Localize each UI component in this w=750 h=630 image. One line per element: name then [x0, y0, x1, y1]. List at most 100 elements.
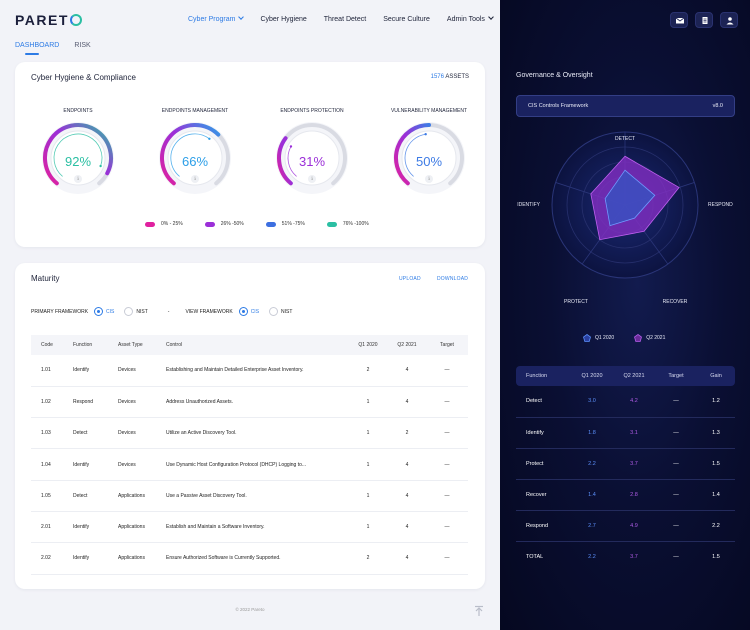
table-row[interactable]: 1.02 Respond Devices Address Unauthorized A…	[31, 386, 468, 419]
table-row[interactable]: 2.01 Identify Applications Establish and Ma…	[31, 511, 468, 544]
view-nist-radio[interactable]	[269, 307, 279, 316]
table-row[interactable]: Respond 2.7 4.9—2.2	[516, 510, 735, 542]
table-row[interactable]: Identify 1.8 3.1—1.3	[516, 417, 735, 449]
info-icon[interactable]: i	[74, 175, 82, 183]
framework-version: v8.0	[712, 103, 723, 109]
pentagon-icon	[583, 334, 591, 342]
primary-cis-radio[interactable]	[94, 307, 104, 316]
legend-q2-label: Q2 2021	[646, 335, 666, 341]
table-cell: Identify	[63, 355, 108, 387]
table-header-row: Function Q1 2020 Q2 2021 Target Gain	[516, 366, 735, 386]
table-row[interactable]: TOTAL 2.2 3.7 — 1.5	[516, 541, 735, 572]
maturity-table: Code Function Asset Type Control Q1 2020…	[31, 335, 468, 575]
gauge-label: VULNERABILITY MANAGEMENT	[390, 108, 468, 114]
top-navigation: PARET Cyber Program Cyber Hygiene Threat…	[0, 0, 500, 40]
table-cell: —	[655, 386, 697, 418]
table-row[interactable]: Recover 1.4 2.8—1.4	[516, 479, 735, 511]
table-cell: Identify	[63, 448, 108, 481]
nav-secure-culture[interactable]: Secure Culture	[383, 16, 430, 23]
view-cis-label: CIS	[250, 308, 260, 315]
radar-chart: DETECT RESPOND RECOVER PROTECT IDENTIFY	[517, 131, 733, 305]
table-cell: —	[426, 386, 468, 419]
table-row[interactable]: Protect 2.2 3.7—1.5	[516, 448, 735, 480]
table-cell: 2.7	[571, 510, 613, 542]
info-icon[interactable]: i	[308, 175, 316, 183]
table-cell: Use a Passive Asset Discovery Tool.	[156, 480, 348, 512]
table-cell: Identify	[63, 542, 108, 575]
nav-threat-detect[interactable]: Threat Detect	[323, 16, 367, 23]
table-cell: Identify	[516, 417, 571, 449]
logo[interactable]: PARET	[15, 12, 82, 28]
table-row[interactable]: 1.01 Identify Devices Establishing and Main…	[31, 355, 468, 387]
gauge-progress-arc	[43, 123, 113, 186]
table-cell: 1.03	[31, 417, 63, 450]
nav-admin-tools[interactable]: Admin Tools	[447, 14, 494, 23]
table-cell: Devices	[108, 448, 156, 481]
gauge-inner-disc	[284, 130, 340, 186]
gauge-progress-arc	[277, 136, 293, 186]
gauge-value: 66%	[181, 154, 209, 169]
axis-label-respond: RESPOND	[708, 202, 733, 208]
table-cell: 4.9	[613, 510, 655, 542]
document-button[interactable]	[695, 12, 713, 28]
table-cell: 3.1	[613, 417, 655, 449]
download-button[interactable]: DOWNLOAD	[437, 276, 469, 282]
table-row[interactable]: Detect 3.0 4.2—1.2	[516, 386, 735, 418]
view-cis-radio[interactable]	[238, 307, 248, 316]
primary-nist-radio[interactable]	[124, 307, 134, 316]
table-cell: 1.5	[712, 553, 720, 560]
nav-cyber-program[interactable]: Cyber Program	[188, 14, 245, 23]
info-icon[interactable]: i	[425, 175, 433, 183]
mail-button[interactable]	[670, 12, 688, 28]
legend-swatch	[204, 221, 215, 227]
nav-cyber-hygiene[interactable]: Cyber Hygiene	[260, 16, 307, 23]
legend-item: 0% - 25%	[145, 221, 183, 227]
gauge-value: 31%	[298, 154, 326, 169]
gauge-ring	[276, 122, 348, 194]
table-row[interactable]: 2.02 Identify Applications Ensure Authorize…	[31, 542, 468, 575]
gauge-ring	[393, 122, 465, 194]
axis-label-protect: PROTECT	[564, 299, 588, 305]
radar-legend: Q1 2020 Q2 2021	[583, 334, 665, 342]
table-cell: 4	[388, 480, 426, 512]
table-cell: 1.4	[697, 479, 735, 511]
framework-selector: PRIMARY FRAMEWORK CIS NIST - VIEW FRAMEW…	[31, 307, 292, 316]
gauge-inner-arc	[404, 133, 426, 177]
table-row[interactable]: 1.04 Identify Devices Use Dynamic Host Conf…	[31, 448, 468, 481]
chevron-down-icon	[488, 14, 494, 20]
table-cell: 3.0	[571, 386, 613, 418]
upload-button[interactable]: UPLOAD	[399, 276, 421, 282]
table-cell: Address Unauthorized Assets.	[156, 386, 348, 419]
table-cell: Establishing and Maintain Detailed Enter…	[156, 355, 348, 387]
table-cell: 2	[348, 355, 388, 387]
info-icon[interactable]: i	[191, 175, 199, 183]
legend-swatch	[326, 221, 337, 227]
user-icon	[726, 17, 734, 25]
view-nist-label: NIST	[281, 308, 293, 315]
logo-o-ring	[69, 14, 82, 26]
gauge-label: ENDPOINTS MANAGEMENT	[161, 108, 229, 114]
table-row[interactable]: 1.03 Detect Devices Utilize an Active Disco…	[31, 417, 468, 450]
pentagon-icon	[634, 334, 643, 342]
user-button[interactable]	[720, 12, 738, 28]
framework-selector-box[interactable]: CIS Controls Framework v8.0	[516, 95, 735, 117]
gauge-label: ENDPOINTS	[63, 108, 93, 114]
col-code: Code	[31, 335, 63, 355]
cyber-hygiene-card: Cyber Hygiene & Compliance 1576 ASSETS E…	[15, 62, 485, 247]
legend-swatch	[145, 221, 155, 227]
table-cell: 1.5	[697, 448, 735, 480]
gauge-marker	[99, 164, 102, 168]
gauge-progress-arc	[160, 123, 221, 186]
col-target: Target	[426, 335, 468, 355]
table-cell: Establish and Maintain a Software Invent…	[156, 511, 348, 544]
col-q2-2021: Q2 2021	[613, 366, 655, 386]
table-row[interactable]: 1.05 Detect Applications Use a Passive Asse…	[31, 480, 468, 512]
tab-dashboard[interactable]: DASHBOARD	[15, 42, 60, 55]
scroll-top-icon[interactable]	[473, 605, 485, 617]
table-cell: 1.04	[31, 448, 63, 481]
col-target: Target	[655, 366, 697, 386]
tab-risk[interactable]: RISK	[74, 42, 91, 49]
gauge-value: 92%	[64, 154, 92, 169]
table-cell: 2	[348, 542, 388, 575]
document-icon	[702, 17, 708, 24]
